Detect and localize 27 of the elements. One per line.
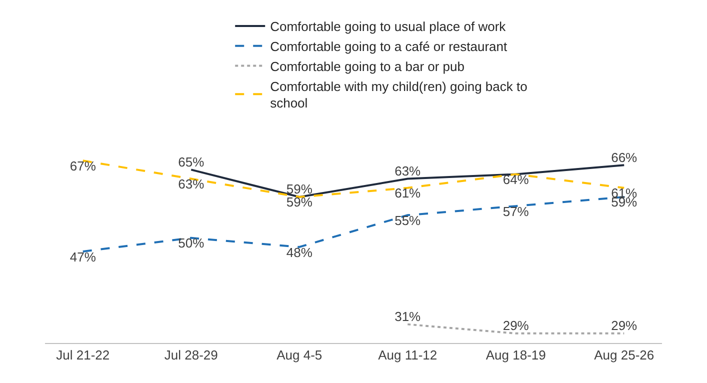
data-label: 50% [178,236,205,251]
data-label: 66% [611,150,638,165]
data-label: 63% [394,164,422,179]
data-label: 29% [502,318,530,334]
data-label: 55% [394,212,422,228]
x-tick-label: Aug 4-5 [276,348,322,363]
legend-label: Comfortable going to a café or restaurant [270,38,508,54]
data-label: 31% [394,309,422,324]
data-label: 57% [502,204,530,219]
data-label: 61% [394,186,422,201]
data-label: 59% [286,182,313,197]
legend-label: Comfortable going to usual place of work [270,19,506,34]
legend-label: Comfortable going to a bar or pub [270,58,465,74]
x-tick-label: Aug 18-19 [486,348,546,363]
data-label: 59% [286,194,313,210]
data-label: 67% [70,158,96,174]
x-tick-label: Jul 28-29 [164,348,218,363]
data-label: 47% [70,249,96,264]
data-label: 64% [502,172,530,187]
data-label: 63% [178,176,205,192]
data-label: 65% [178,154,205,170]
legend-label: Comfortable with my child(ren) going back to school [270,78,528,111]
x-tick-label: Jul 21-22 [56,348,110,363]
x-tick-label: Aug 11-12 [378,348,438,363]
data-label: 48% [286,244,313,260]
x-tick-label: Aug 25-26 [594,348,654,363]
data-label: 29% [611,318,638,334]
